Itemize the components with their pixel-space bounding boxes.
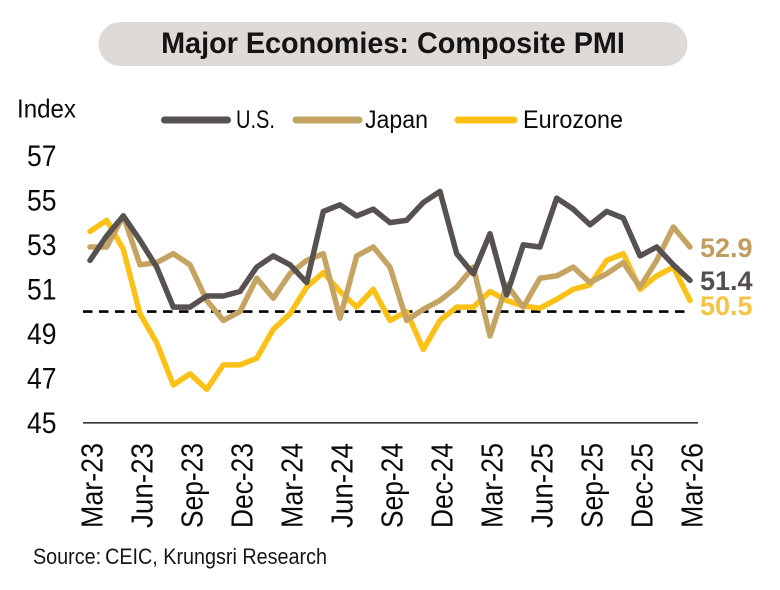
svg-text:Sep-24: Sep-24 [376,443,410,528]
svg-text:57: 57 [27,140,57,173]
svg-text:49: 49 [27,318,57,351]
svg-text:50.5: 50.5 [700,291,753,321]
svg-text:53: 53 [27,229,57,262]
svg-text:Japan: Japan [365,106,428,134]
svg-text:U.S.: U.S. [236,106,275,134]
svg-text:Mar-23: Mar-23 [76,443,110,528]
svg-text:Jun-23: Jun-23 [126,443,160,528]
svg-text:Dec-23: Dec-23 [226,443,260,528]
svg-text:Jun-24: Jun-24 [326,443,360,528]
svg-text:Mar-24: Mar-24 [276,443,310,528]
svg-text:51.4: 51.4 [700,266,753,296]
svg-text:47: 47 [27,363,57,396]
svg-text:Major Economies: Composite PMI: Major Economies: Composite PMI [161,26,625,60]
svg-text:55: 55 [27,185,57,218]
svg-text:Source: CEIC, Krungsri Researc: Source: CEIC, Krungsri Research [33,544,327,569]
svg-text:51: 51 [27,274,57,307]
svg-text:Dec-24: Dec-24 [426,443,460,528]
svg-text:Sep-25: Sep-25 [576,443,610,528]
svg-text:Mar-26: Mar-26 [676,443,710,528]
svg-text:Index: Index [17,94,76,124]
svg-text:Sep-23: Sep-23 [176,443,210,528]
svg-text:Mar-25: Mar-25 [476,443,510,528]
svg-text:Dec-25: Dec-25 [626,443,660,528]
svg-text:45: 45 [27,407,57,440]
svg-text:52.9: 52.9 [700,233,753,263]
svg-text:Eurozone: Eurozone [523,106,623,134]
svg-text:Jun-25: Jun-25 [526,443,560,528]
